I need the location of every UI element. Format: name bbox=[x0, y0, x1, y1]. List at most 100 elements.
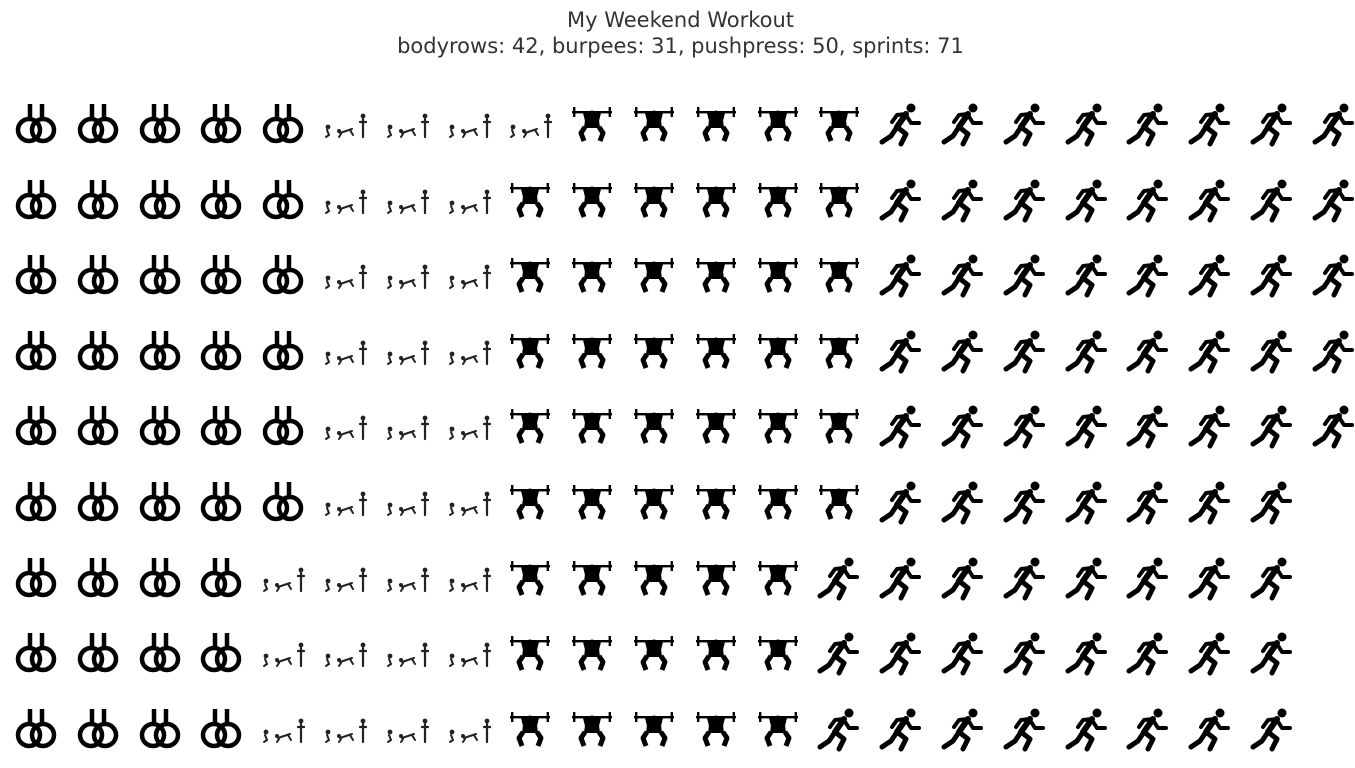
barbell-squat-icon bbox=[694, 557, 738, 601]
running-person-icon bbox=[1065, 254, 1109, 298]
running-person-icon bbox=[879, 405, 923, 449]
burpee-icon bbox=[261, 708, 305, 752]
barbell-squat-icon bbox=[817, 254, 861, 298]
running-person-icon bbox=[879, 481, 923, 525]
gymnastic-rings-icon bbox=[138, 179, 182, 223]
gymnastic-rings-icon bbox=[199, 481, 243, 525]
barbell-squat-icon bbox=[632, 103, 676, 147]
burpee-icon bbox=[323, 708, 367, 752]
gymnastic-rings-icon bbox=[14, 330, 58, 374]
running-person-icon bbox=[1250, 254, 1294, 298]
running-person-icon bbox=[941, 179, 985, 223]
running-person-icon bbox=[1188, 330, 1232, 374]
barbell-squat-icon bbox=[756, 557, 800, 601]
running-person-icon bbox=[1312, 179, 1355, 223]
running-person-icon bbox=[1003, 254, 1047, 298]
burpee-icon bbox=[385, 557, 429, 601]
barbell-squat-icon bbox=[632, 632, 676, 676]
burpee-icon bbox=[385, 103, 429, 147]
burpee-icon bbox=[385, 405, 429, 449]
running-person-icon bbox=[879, 557, 923, 601]
running-person-icon bbox=[1188, 557, 1232, 601]
running-person-icon bbox=[1003, 632, 1047, 676]
running-person-icon bbox=[1003, 103, 1047, 147]
gymnastic-rings-icon bbox=[14, 632, 58, 676]
barbell-squat-icon bbox=[632, 254, 676, 298]
running-person-icon bbox=[941, 557, 985, 601]
burpee-icon bbox=[323, 179, 367, 223]
barbell-squat-icon bbox=[632, 179, 676, 223]
burpee-icon bbox=[385, 179, 429, 223]
barbell-squat-icon bbox=[508, 632, 552, 676]
burpee-icon bbox=[385, 632, 429, 676]
barbell-squat-icon bbox=[756, 254, 800, 298]
gymnastic-rings-icon bbox=[76, 708, 120, 752]
barbell-squat-icon bbox=[694, 254, 738, 298]
gymnastic-rings-icon bbox=[76, 632, 120, 676]
running-person-icon bbox=[941, 254, 985, 298]
running-person-icon bbox=[817, 632, 861, 676]
barbell-squat-icon bbox=[694, 632, 738, 676]
barbell-squat-icon bbox=[508, 330, 552, 374]
barbell-squat-icon bbox=[694, 708, 738, 752]
burpee-icon bbox=[447, 103, 491, 147]
running-person-icon bbox=[1250, 481, 1294, 525]
barbell-squat-icon bbox=[508, 557, 552, 601]
barbell-squat-icon bbox=[756, 632, 800, 676]
barbell-squat-icon bbox=[632, 557, 676, 601]
running-person-icon bbox=[941, 481, 985, 525]
barbell-squat-icon bbox=[508, 481, 552, 525]
running-person-icon bbox=[879, 254, 923, 298]
barbell-squat-icon bbox=[508, 405, 552, 449]
barbell-squat-icon bbox=[570, 632, 614, 676]
gymnastic-rings-icon bbox=[76, 254, 120, 298]
gymnastic-rings-icon bbox=[14, 179, 58, 223]
gymnastic-rings-icon bbox=[138, 103, 182, 147]
running-person-icon bbox=[1065, 481, 1109, 525]
gymnastic-rings-icon bbox=[14, 557, 58, 601]
barbell-squat-icon bbox=[570, 708, 614, 752]
running-person-icon bbox=[1065, 179, 1109, 223]
barbell-squat-icon bbox=[632, 708, 676, 752]
barbell-squat-icon bbox=[756, 708, 800, 752]
running-person-icon bbox=[1003, 557, 1047, 601]
running-person-icon bbox=[1312, 330, 1355, 374]
barbell-squat-icon bbox=[570, 557, 614, 601]
barbell-squat-icon bbox=[570, 254, 614, 298]
chart-subtitle: bodyrows: 42, burpees: 31, pushpress: 50… bbox=[397, 34, 964, 58]
barbell-squat-icon bbox=[694, 179, 738, 223]
running-person-icon bbox=[1126, 557, 1170, 601]
burpee-icon bbox=[447, 557, 491, 601]
barbell-squat-icon bbox=[570, 179, 614, 223]
gymnastic-rings-icon bbox=[138, 330, 182, 374]
running-person-icon bbox=[1003, 179, 1047, 223]
running-person-icon bbox=[1312, 103, 1355, 147]
gymnastic-rings-icon bbox=[76, 405, 120, 449]
barbell-squat-icon bbox=[817, 179, 861, 223]
gymnastic-rings-icon bbox=[76, 103, 120, 147]
running-person-icon bbox=[879, 330, 923, 374]
barbell-squat-icon bbox=[756, 179, 800, 223]
barbell-squat-icon bbox=[756, 103, 800, 147]
running-person-icon bbox=[1188, 103, 1232, 147]
running-person-icon bbox=[1065, 557, 1109, 601]
running-person-icon bbox=[941, 708, 985, 752]
barbell-squat-icon bbox=[508, 179, 552, 223]
gymnastic-rings-icon bbox=[199, 405, 243, 449]
barbell-squat-icon bbox=[508, 708, 552, 752]
running-person-icon bbox=[1065, 708, 1109, 752]
burpee-icon bbox=[447, 330, 491, 374]
burpee-icon bbox=[447, 708, 491, 752]
burpee-icon bbox=[385, 708, 429, 752]
running-person-icon bbox=[941, 330, 985, 374]
gymnastic-rings-icon bbox=[14, 708, 58, 752]
burpee-icon bbox=[323, 254, 367, 298]
gymnastic-rings-icon bbox=[261, 330, 305, 374]
burpee-icon bbox=[447, 254, 491, 298]
gymnastic-rings-icon bbox=[261, 254, 305, 298]
running-person-icon bbox=[1250, 103, 1294, 147]
gymnastic-rings-icon bbox=[14, 254, 58, 298]
gymnastic-rings-icon bbox=[76, 557, 120, 601]
gymnastic-rings-icon bbox=[199, 557, 243, 601]
